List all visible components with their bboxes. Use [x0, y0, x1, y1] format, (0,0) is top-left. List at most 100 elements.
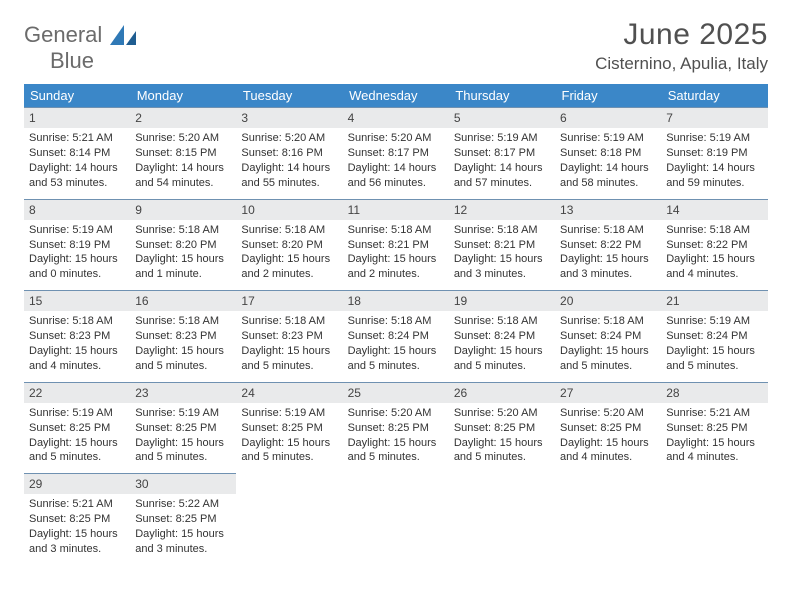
sunset-line: Sunset: 8:24 PM — [666, 329, 762, 344]
calendar-day-cell: 21Sunrise: 5:19 AMSunset: 8:24 PMDayligh… — [661, 290, 767, 382]
sunrise-value: 5:20 AM — [497, 407, 537, 419]
sunset-line: Sunset: 8:22 PM — [560, 238, 656, 253]
calendar-day-cell: 4Sunrise: 5:20 AMSunset: 8:17 PMDaylight… — [343, 107, 449, 199]
sunset-value: 8:25 PM — [600, 422, 641, 434]
sunset-value: 8:22 PM — [707, 239, 748, 251]
daylight-value: 15 hours and 4 minutes. — [666, 437, 755, 464]
day-number: 23 — [130, 382, 236, 403]
sunrise-line: Sunrise: 5:18 AM — [348, 223, 444, 238]
day-number: 10 — [236, 199, 342, 220]
sunset-value: 8:16 PM — [282, 147, 323, 159]
day-body: Sunrise: 5:18 AMSunset: 8:20 PMDaylight:… — [130, 220, 236, 290]
daylight-value: 14 hours and 56 minutes. — [348, 162, 437, 189]
sunrise-line: Sunrise: 5:19 AM — [135, 406, 231, 421]
day-body: Sunrise: 5:20 AMSunset: 8:15 PMDaylight:… — [130, 128, 236, 198]
sunrise-value: 5:18 AM — [603, 224, 643, 236]
calendar-day-cell: 12Sunrise: 5:18 AMSunset: 8:21 PMDayligh… — [449, 199, 555, 291]
calendar-day-cell: 29Sunrise: 5:21 AMSunset: 8:25 PMDayligh… — [24, 473, 130, 565]
daylight-line: Daylight: 15 hours and 5 minutes. — [241, 436, 337, 466]
sunrise-value: 5:20 AM — [391, 132, 431, 144]
daylight-value: 15 hours and 5 minutes. — [666, 345, 755, 372]
day-body: Sunrise: 5:21 AMSunset: 8:14 PMDaylight:… — [24, 128, 130, 198]
day-body: Sunrise: 5:18 AMSunset: 8:24 PMDaylight:… — [343, 311, 449, 381]
day-body: Sunrise: 5:18 AMSunset: 8:21 PMDaylight:… — [449, 220, 555, 290]
day-body: Sunrise: 5:19 AMSunset: 8:25 PMDaylight:… — [130, 403, 236, 473]
sunrise-value: 5:18 AM — [285, 224, 325, 236]
sunset-value: 8:25 PM — [282, 422, 323, 434]
day-number: 14 — [661, 199, 767, 220]
daylight-line: Daylight: 14 hours and 53 minutes. — [29, 161, 125, 191]
daylight-value: 14 hours and 53 minutes. — [29, 162, 118, 189]
daylight-value: 14 hours and 55 minutes. — [241, 162, 330, 189]
sunrise-value: 5:18 AM — [391, 224, 431, 236]
calendar-day-cell: 5Sunrise: 5:19 AMSunset: 8:17 PMDaylight… — [449, 107, 555, 199]
daylight-line: Daylight: 15 hours and 5 minutes. — [666, 344, 762, 374]
sunrise-line: Sunrise: 5:19 AM — [454, 131, 550, 146]
sunrise-value: 5:19 AM — [497, 132, 537, 144]
sunset-line: Sunset: 8:25 PM — [29, 512, 125, 527]
daylight-line: Daylight: 15 hours and 5 minutes. — [135, 436, 231, 466]
sunset-value: 8:25 PM — [707, 422, 748, 434]
calendar-day-cell: 20Sunrise: 5:18 AMSunset: 8:24 PMDayligh… — [555, 290, 661, 382]
sunrise-value: 5:21 AM — [710, 407, 750, 419]
sunset-value: 8:17 PM — [388, 147, 429, 159]
title-block: June 2025 Cisternino, Apulia, Italy — [595, 18, 768, 74]
sunrise-line: Sunrise: 5:20 AM — [560, 406, 656, 421]
calendar-day-cell: .. — [343, 473, 449, 565]
weekday-row: Sunday Monday Tuesday Wednesday Thursday… — [24, 84, 768, 107]
sunrise-value: 5:19 AM — [603, 132, 643, 144]
sunset-line: Sunset: 8:25 PM — [29, 421, 125, 436]
daylight-value: 15 hours and 5 minutes. — [241, 437, 330, 464]
sunset-line: Sunset: 8:24 PM — [348, 329, 444, 344]
calendar-day-cell: 1Sunrise: 5:21 AMSunset: 8:14 PMDaylight… — [24, 107, 130, 199]
daylight-line: Daylight: 15 hours and 5 minutes. — [454, 344, 550, 374]
page-header: General Blue June 2025 Cisternino, Apuli… — [24, 18, 768, 74]
calendar-thead: Sunday Monday Tuesday Wednesday Thursday… — [24, 84, 768, 107]
sunrise-value: 5:19 AM — [179, 407, 219, 419]
daylight-line: Daylight: 14 hours and 56 minutes. — [348, 161, 444, 191]
sunrise-value: 5:18 AM — [497, 224, 537, 236]
calendar-day-cell: 18Sunrise: 5:18 AMSunset: 8:24 PMDayligh… — [343, 290, 449, 382]
daylight-line: Daylight: 15 hours and 4 minutes. — [560, 436, 656, 466]
day-number: 19 — [449, 290, 555, 311]
calendar-day-cell: 10Sunrise: 5:18 AMSunset: 8:20 PMDayligh… — [236, 199, 342, 291]
sunset-line: Sunset: 8:25 PM — [135, 421, 231, 436]
daylight-line: Daylight: 15 hours and 4 minutes. — [29, 344, 125, 374]
day-body: Sunrise: 5:22 AMSunset: 8:25 PMDaylight:… — [130, 494, 236, 564]
daylight-value: 15 hours and 4 minutes. — [666, 253, 755, 280]
day-body: Sunrise: 5:19 AMSunset: 8:24 PMDaylight:… — [661, 311, 767, 381]
daylight-value: 15 hours and 4 minutes. — [29, 345, 118, 372]
day-number: 2 — [130, 107, 236, 128]
sunset-value: 8:24 PM — [494, 330, 535, 342]
day-number: 9 — [130, 199, 236, 220]
sunrise-value: 5:21 AM — [72, 498, 112, 510]
sunrise-line: Sunrise: 5:19 AM — [241, 406, 337, 421]
sunrise-line: Sunrise: 5:21 AM — [29, 131, 125, 146]
daylight-line: Daylight: 14 hours and 58 minutes. — [560, 161, 656, 191]
title-location: Cisternino, Apulia, Italy — [595, 54, 768, 74]
sunrise-line: Sunrise: 5:18 AM — [666, 223, 762, 238]
sunrise-line: Sunrise: 5:20 AM — [348, 406, 444, 421]
sunset-line: Sunset: 8:20 PM — [241, 238, 337, 253]
day-body: Sunrise: 5:19 AMSunset: 8:25 PMDaylight:… — [236, 403, 342, 473]
daylight-value: 15 hours and 2 minutes. — [348, 253, 437, 280]
day-body: Sunrise: 5:18 AMSunset: 8:24 PMDaylight:… — [555, 311, 661, 381]
calendar-day-cell: .. — [555, 473, 661, 565]
day-number: 7 — [661, 107, 767, 128]
sunrise-line: Sunrise: 5:19 AM — [666, 131, 762, 146]
daylight-line: Daylight: 14 hours and 59 minutes. — [666, 161, 762, 191]
sunset-value: 8:20 PM — [176, 239, 217, 251]
sunset-value: 8:25 PM — [494, 422, 535, 434]
daylight-line: Daylight: 14 hours and 55 minutes. — [241, 161, 337, 191]
sunset-line: Sunset: 8:21 PM — [348, 238, 444, 253]
daylight-value: 15 hours and 5 minutes. — [241, 345, 330, 372]
weekday-header: Saturday — [661, 84, 767, 107]
daylight-line: Daylight: 15 hours and 3 minutes. — [29, 527, 125, 557]
sunrise-value: 5:20 AM — [603, 407, 643, 419]
day-number: 21 — [661, 290, 767, 311]
sunset-value: 8:25 PM — [176, 422, 217, 434]
calendar-day-cell: .. — [449, 473, 555, 565]
calendar-day-cell: .. — [661, 473, 767, 565]
daylight-value: 14 hours and 57 minutes. — [454, 162, 543, 189]
calendar-day-cell: 11Sunrise: 5:18 AMSunset: 8:21 PMDayligh… — [343, 199, 449, 291]
